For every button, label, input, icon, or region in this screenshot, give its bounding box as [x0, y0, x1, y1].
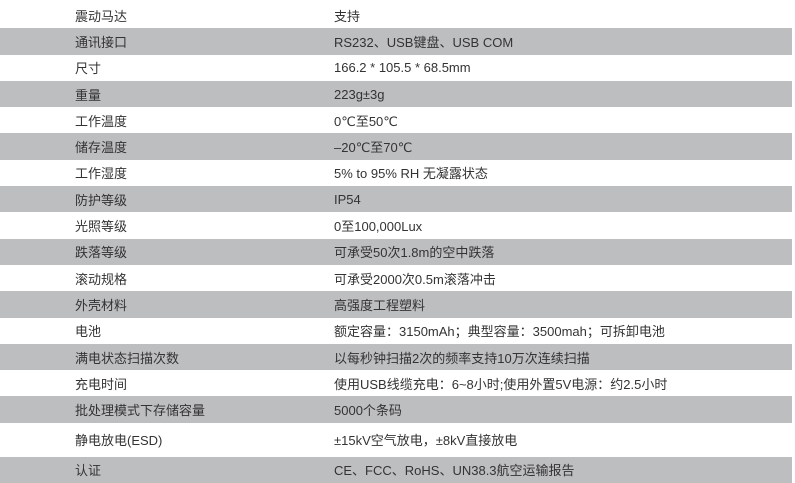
spec-value: 额定容量：3150mAh；典型容量：3500mah；可拆卸电池 [334, 324, 665, 340]
spec-label: 跌落等级 [75, 245, 128, 261]
spec-label: 电池 [75, 324, 102, 340]
spec-label: 批处理模式下存储容量 [75, 403, 206, 419]
table-row: 重量 223g±3g [0, 80, 792, 108]
spec-label: 外壳材料 [75, 297, 128, 313]
table-row: 滚动规格 可承受2000次0.5m滚落冲击 [0, 265, 792, 291]
spec-value: 使用USB线缆充电：6~8小时;使用外置5V电源：约2.5小时 [334, 376, 668, 392]
spec-label: 光照等级 [75, 219, 128, 235]
table-row: 满电状态扫描次数 以每秒钟扫描2次的频率支持10万次连续扫描 [0, 343, 792, 371]
spec-label: 重量 [75, 87, 102, 103]
spec-label: 静电放电(ESD) [75, 433, 163, 449]
spec-value: 高强度工程塑料 [334, 297, 426, 313]
spec-label: 防护等级 [75, 192, 128, 208]
spec-value: 可承受2000次0.5m滚落冲击 [334, 271, 496, 287]
table-row: 光照等级 0至100,000Lux [0, 212, 792, 238]
table-row: 防护等级 IP54 [0, 186, 792, 213]
table-row: 批处理模式下存储容量 5000个条码 [0, 396, 792, 423]
spec-label: 充电时间 [75, 376, 128, 392]
spec-label: 满电状态扫描次数 [75, 350, 180, 366]
table-row: 跌落等级 可承受50次1.8m的空中跌落 [0, 238, 792, 265]
spec-value: –20℃至70℃ [334, 140, 413, 156]
spec-value: 5% to 95% RH 无凝露状态 [334, 166, 488, 182]
spec-value: 223g±3g [334, 86, 385, 102]
table-row: 工作温度 0℃至50℃ [0, 107, 792, 133]
spec-value: CE、FCC、RoHS、UN38.3航空运输报告 [334, 463, 575, 479]
spec-value: 可承受50次1.8m的空中跌落 [334, 245, 495, 261]
spec-value: 0℃至50℃ [334, 113, 398, 129]
table-row: 通讯接口 RS232、USB键盘、USB COM [0, 28, 792, 55]
spec-label: 工作湿度 [75, 166, 128, 182]
table-row: 静电放电(ESD) ±15kV空气放电，±8kV直接放电 [0, 423, 792, 457]
spec-value: 166.2 * 105.5 * 68.5mm [334, 60, 471, 76]
spec-label: 通讯接口 [75, 34, 128, 50]
spec-value: ±15kV空气放电，±8kV直接放电 [334, 433, 518, 449]
table-row: 电池 额定容量：3150mAh；典型容量：3500mah；可拆卸电池 [0, 318, 792, 344]
spec-label: 工作温度 [75, 113, 128, 129]
spec-value: 5000个条码 [334, 403, 402, 419]
spec-value: 以每秒钟扫描2次的频率支持10万次连续扫描 [334, 350, 590, 366]
table-row: 充电时间 使用USB线缆充电：6~8小时;使用外置5V电源：约2.5小时 [0, 370, 792, 396]
table-row: 储存温度 –20℃至70℃ [0, 133, 792, 160]
table-row: 尺寸 166.2 * 105.5 * 68.5mm [0, 55, 792, 81]
spec-label: 震动马达 [75, 8, 128, 24]
spec-label: 认证 [75, 463, 102, 479]
table-row: 工作湿度 5% to 95% RH 无凝露状态 [0, 160, 792, 186]
spec-value: 支持 [334, 8, 361, 24]
table-row: 外壳材料 高强度工程塑料 [0, 291, 792, 318]
spec-label: 尺寸 [75, 61, 102, 77]
spec-value: 0至100,000Lux [334, 219, 423, 235]
spec-label: 滚动规格 [75, 271, 128, 287]
spec-value: IP54 [334, 191, 361, 207]
table-row: 震动马达 支持 [0, 2, 792, 28]
table-row: 认证 CE、FCC、RoHS、UN38.3航空运输报告 [0, 456, 792, 483]
spec-value: RS232、USB键盘、USB COM [334, 34, 514, 50]
spec-label: 储存温度 [75, 140, 128, 156]
